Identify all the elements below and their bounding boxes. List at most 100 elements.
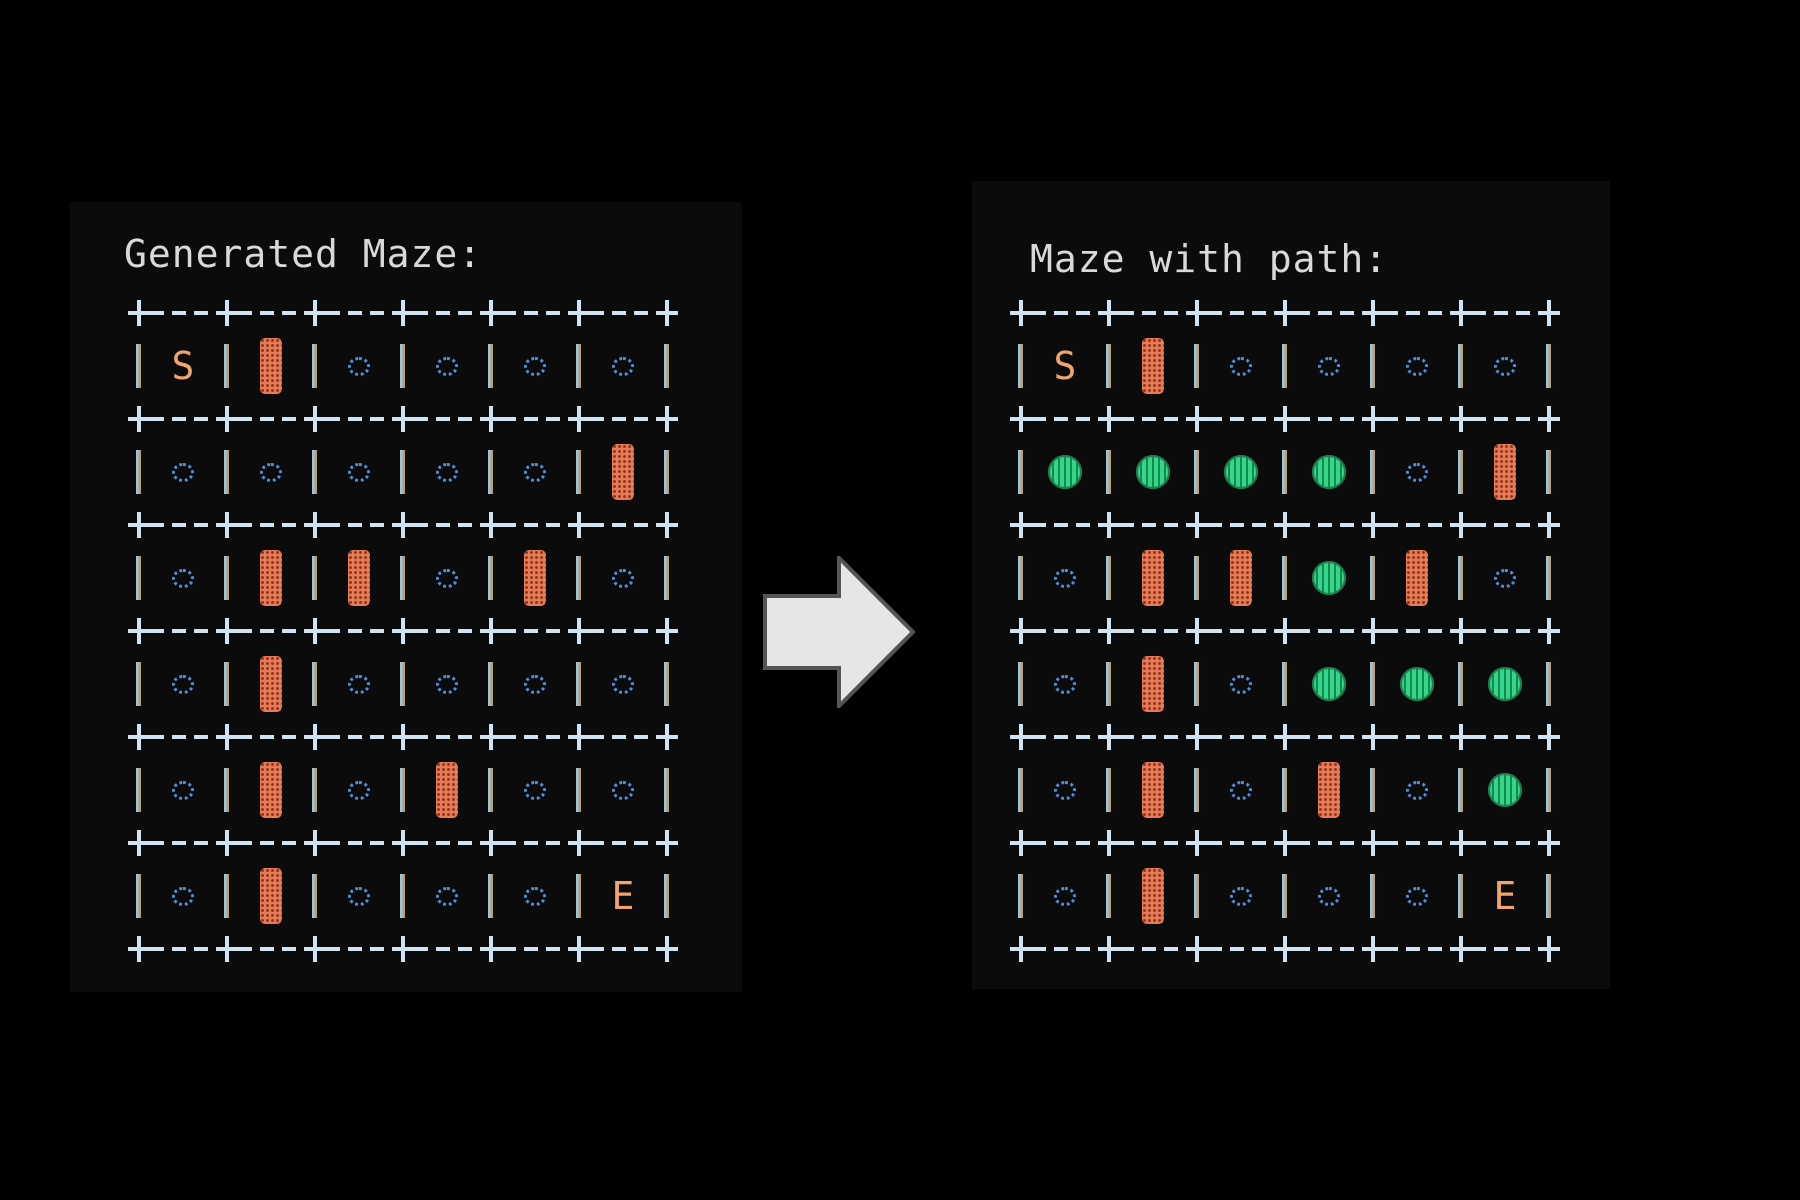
grid-vertical-edge <box>304 538 326 618</box>
grid-vertical-edge <box>128 750 150 830</box>
grid-corner <box>1098 724 1120 750</box>
maze-cell <box>1296 856 1362 936</box>
open-cell-icon <box>1406 780 1428 800</box>
grid-corner <box>216 618 238 644</box>
grid-horizontal-edge <box>590 947 656 951</box>
grid-horizontal-edge <box>238 523 304 527</box>
grid-vertical-edge <box>304 432 326 512</box>
grid-vertical-edge <box>1186 432 1208 512</box>
maze-cell <box>326 432 392 512</box>
grid-corner <box>1538 936 1560 962</box>
maze-cell <box>1208 432 1274 512</box>
grid-vertical-edge <box>304 644 326 724</box>
open-cell-icon <box>612 780 634 800</box>
grid-corner <box>1538 618 1560 644</box>
grid-vertical-edge <box>216 856 238 936</box>
maze-cell <box>502 644 568 724</box>
grid-horizontal-edge <box>1472 523 1538 527</box>
grid-corner <box>656 300 678 326</box>
maze-row: S <box>128 326 678 406</box>
grid-horizontal-edge <box>1472 417 1538 421</box>
maze-row <box>128 644 678 724</box>
open-cell-icon <box>1230 886 1252 906</box>
wall-block-icon <box>1142 338 1164 394</box>
grid-corner <box>1450 512 1472 538</box>
grid-vertical-edge <box>1274 856 1296 936</box>
grid-corner <box>1010 724 1032 750</box>
grid-corner <box>304 830 326 856</box>
grid-vertical-edge <box>1450 750 1472 830</box>
open-cell-icon <box>1318 356 1340 376</box>
grid-corner <box>216 936 238 962</box>
grid-corner <box>1362 618 1384 644</box>
grid-horizontal-edge <box>150 735 216 739</box>
maze-border-line <box>128 724 678 750</box>
grid-vertical-edge <box>1186 538 1208 618</box>
grid-corner <box>128 618 150 644</box>
grid-corner <box>656 724 678 750</box>
open-cell-icon <box>348 886 370 906</box>
grid-corner <box>304 300 326 326</box>
maze-row <box>1010 750 1560 830</box>
maze-cell <box>1472 326 1538 406</box>
grid-vertical-edge <box>1274 750 1296 830</box>
maze-cell <box>1472 538 1538 618</box>
grid-corner <box>392 512 414 538</box>
grid-corner <box>1538 300 1560 326</box>
path-marker-icon <box>1312 667 1346 701</box>
grid-vertical-edge <box>480 432 502 512</box>
grid-corner <box>1010 618 1032 644</box>
grid-corner <box>1010 300 1032 326</box>
grid-vertical-edge <box>656 856 678 936</box>
grid-horizontal-edge <box>238 841 304 845</box>
grid-corner <box>1186 936 1208 962</box>
open-cell-icon <box>436 356 458 376</box>
start-marker: S <box>1053 344 1077 388</box>
maze-row <box>128 432 678 512</box>
maze-row <box>1010 432 1560 512</box>
maze-with-path-title: Maze with path: <box>1030 237 1389 281</box>
grid-corner <box>1274 830 1296 856</box>
grid-horizontal-edge <box>502 735 568 739</box>
grid-horizontal-edge <box>1384 417 1450 421</box>
grid-corner <box>216 830 238 856</box>
grid-corner <box>480 936 502 962</box>
grid-horizontal-edge <box>1208 417 1274 421</box>
grid-vertical-edge <box>480 538 502 618</box>
path-marker-icon <box>1312 455 1346 489</box>
grid-vertical-edge <box>304 856 326 936</box>
grid-horizontal-edge <box>1384 629 1450 633</box>
grid-vertical-edge <box>568 432 590 512</box>
wall-block-icon <box>348 550 370 606</box>
grid-horizontal-edge <box>1120 735 1186 739</box>
open-cell-icon <box>1054 568 1076 588</box>
wall-block-icon <box>1494 444 1516 500</box>
grid-vertical-edge <box>656 644 678 724</box>
open-cell-icon <box>348 674 370 694</box>
grid-vertical-edge <box>1274 432 1296 512</box>
maze-cell <box>590 326 656 406</box>
grid-vertical-edge <box>392 326 414 406</box>
maze-cell <box>1120 750 1186 830</box>
open-cell-icon <box>612 568 634 588</box>
maze-cell <box>590 538 656 618</box>
maze-cell <box>1296 750 1362 830</box>
open-cell-icon <box>612 356 634 376</box>
grid-vertical-edge <box>216 644 238 724</box>
grid-vertical-edge <box>1362 326 1384 406</box>
grid-horizontal-edge <box>1384 311 1450 315</box>
grid-corner <box>1450 724 1472 750</box>
maze-cell <box>326 326 392 406</box>
wall-block-icon <box>1142 762 1164 818</box>
grid-horizontal-edge <box>1296 311 1362 315</box>
grid-vertical-edge <box>1538 644 1560 724</box>
open-cell-icon <box>436 674 458 694</box>
grid-vertical-edge <box>1098 644 1120 724</box>
wall-block-icon <box>260 550 282 606</box>
maze-border-line <box>1010 830 1560 856</box>
grid-vertical-edge <box>128 856 150 936</box>
grid-horizontal-edge <box>502 841 568 845</box>
grid-corner <box>568 406 590 432</box>
grid-horizontal-edge <box>1384 841 1450 845</box>
